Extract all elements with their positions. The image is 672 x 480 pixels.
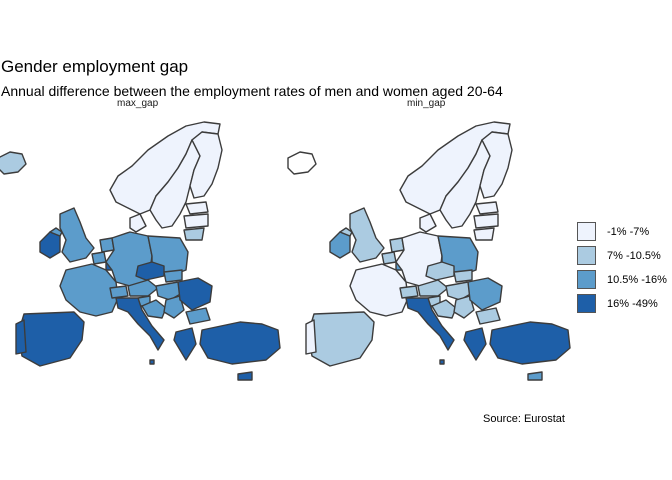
legend-swatch	[577, 294, 596, 313]
panel-label-max-gap: max_gap	[117, 98, 159, 109]
region-belgium	[91, 251, 107, 265]
region-serbia	[163, 295, 185, 319]
region-serbia	[453, 295, 475, 319]
legend-item: 10.5% -16%	[577, 270, 672, 292]
legend-label: -1% -7%	[607, 226, 650, 238]
region-united-kingdom	[59, 207, 95, 263]
region-spain	[307, 311, 375, 367]
map-panel-max-gap	[0, 121, 281, 381]
region-croatia	[431, 299, 457, 319]
region-austria	[417, 279, 449, 297]
region-turkey	[489, 321, 571, 365]
region-slovakia	[163, 269, 183, 283]
legend-swatch	[577, 222, 596, 241]
region-turkey	[199, 321, 281, 365]
region-portugal	[15, 319, 27, 355]
region-belgium	[381, 251, 397, 265]
region-croatia	[141, 299, 167, 319]
region-italy	[405, 297, 455, 351]
legend-swatch	[577, 270, 596, 289]
region-cyprus	[237, 371, 253, 381]
region-romania	[467, 277, 503, 311]
region-cyprus	[527, 371, 543, 381]
legend-item: 7% -10.5%	[577, 246, 672, 268]
legend-item: 16% -49%	[577, 294, 672, 316]
region-hungary	[445, 281, 475, 301]
panel-label-min-gap: min_gap	[407, 98, 446, 109]
region-romania	[177, 277, 213, 311]
map-panel-min-gap	[287, 121, 571, 381]
region-denmark	[129, 213, 147, 233]
region-czechia	[425, 261, 455, 281]
region-hungary	[155, 281, 185, 301]
region-ireland	[329, 231, 351, 259]
region-austria	[127, 279, 159, 297]
region-united-kingdom	[349, 207, 385, 263]
region-lithuania	[183, 227, 205, 241]
region-denmark	[419, 213, 437, 233]
region-lithuania	[473, 227, 495, 241]
region-czechia	[135, 261, 165, 281]
legend-label: 7% -10.5%	[607, 250, 661, 262]
region-latvia	[183, 213, 209, 229]
region-finland	[189, 131, 223, 199]
legend-label: 16% -49%	[607, 298, 658, 310]
region-switzerland	[109, 285, 129, 299]
region-iceland	[287, 151, 317, 175]
region-slovakia	[453, 269, 473, 283]
region-france	[59, 263, 119, 317]
chart-title: Gender employment gap	[1, 57, 189, 76]
region-ireland	[39, 231, 61, 259]
region-bulgaria	[475, 307, 501, 325]
region-switzerland	[399, 285, 419, 299]
region-estonia	[475, 201, 499, 215]
region-bulgaria	[185, 307, 211, 325]
region-malta	[439, 359, 445, 365]
legend-label: 10.5% -16%	[607, 274, 667, 286]
region-latvia	[473, 213, 499, 229]
region-italy	[115, 297, 165, 351]
chart-subtitle: Annual difference between the employment…	[1, 83, 503, 99]
legend-item: -1% -7%	[577, 222, 672, 244]
region-greece	[173, 327, 197, 361]
source-caption: Source: Eurostat	[483, 413, 565, 425]
region-portugal	[305, 319, 317, 355]
region-france	[349, 263, 409, 317]
region-estonia	[185, 201, 209, 215]
region-finland	[479, 131, 513, 199]
region-greece	[463, 327, 487, 361]
region-malta	[149, 359, 155, 365]
region-spain	[17, 311, 85, 367]
legend-swatch	[577, 246, 596, 265]
region-iceland	[0, 151, 27, 175]
